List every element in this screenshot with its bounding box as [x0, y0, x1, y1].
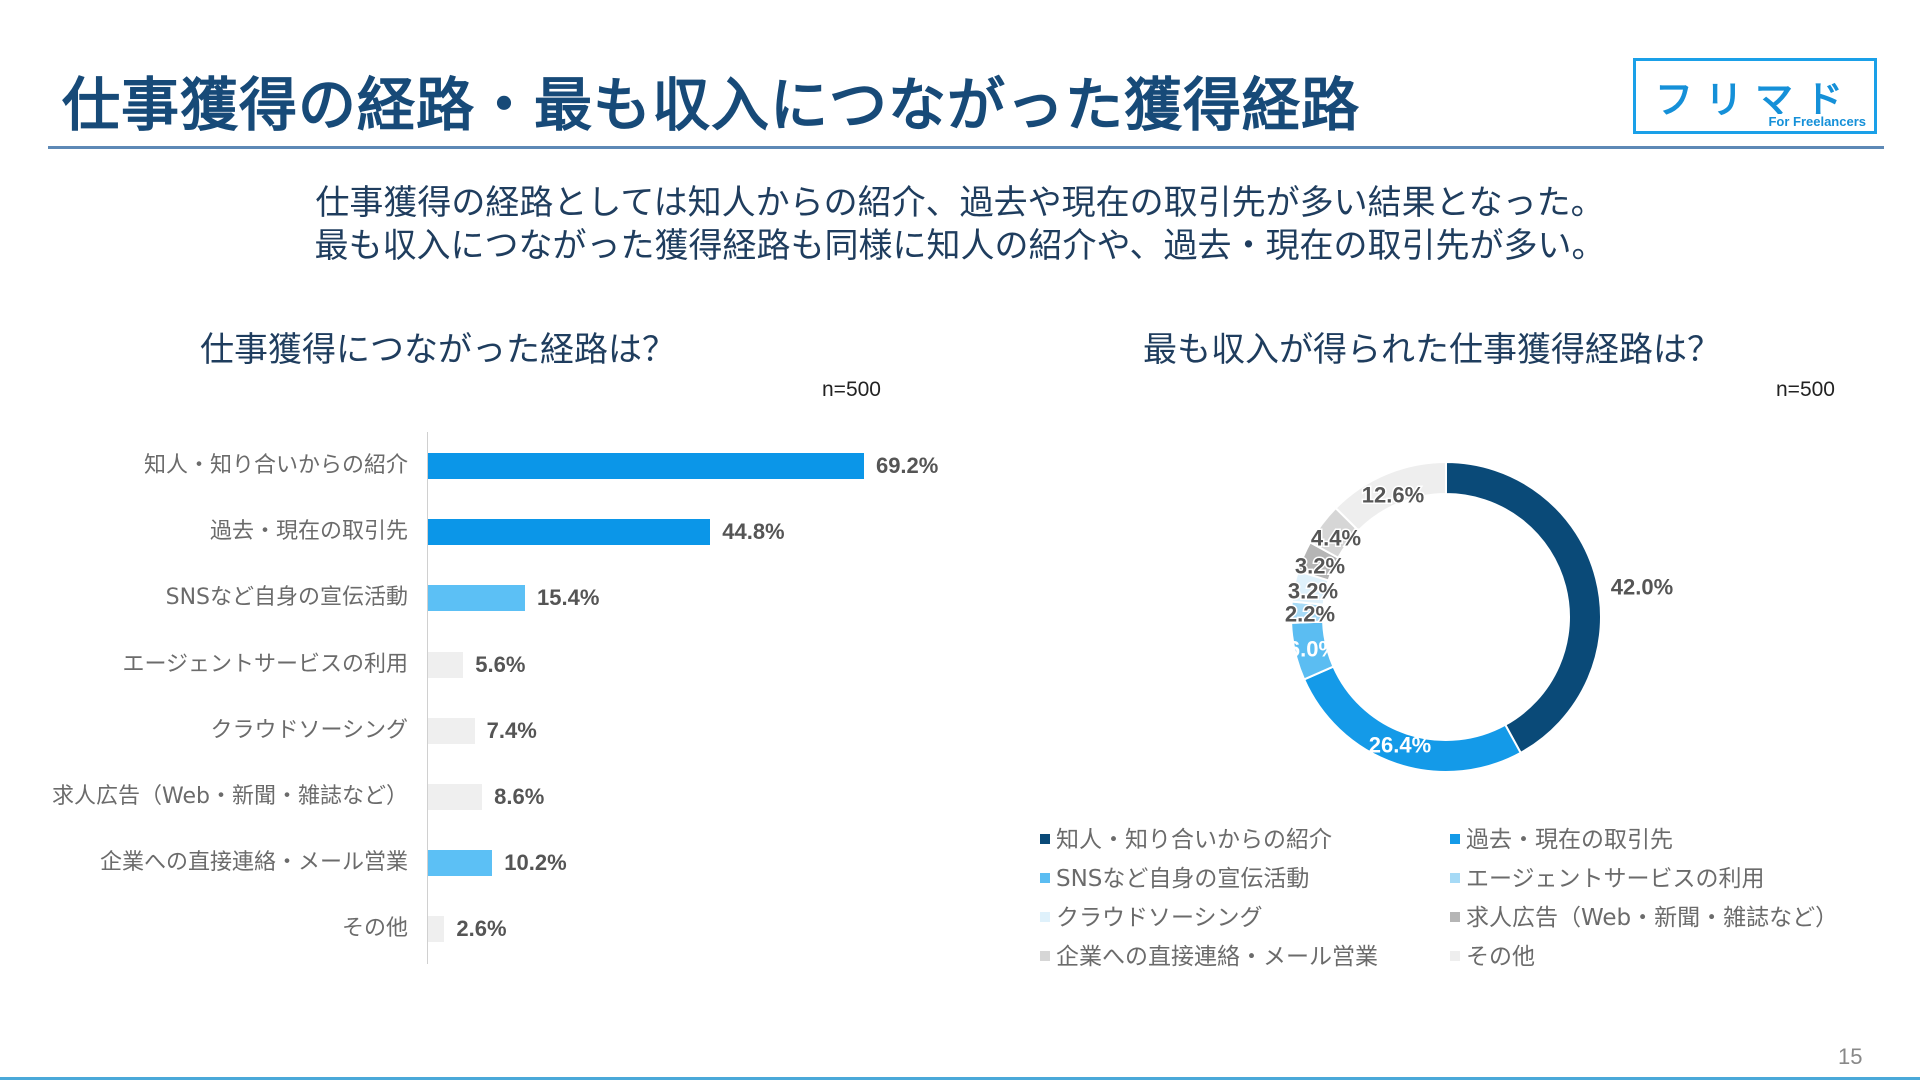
donut-value-label: 3.2% — [1288, 579, 1338, 604]
donut-value-label: 2.2% — [1285, 602, 1335, 627]
legend-item: 企業への直接連絡・メール営業 — [1040, 942, 1378, 972]
page-title: 仕事獲得の経路・最も収入につながった獲得経路 — [62, 71, 1361, 139]
bar-value-label: 10.2% — [504, 850, 567, 876]
legend-swatch — [1450, 911, 1460, 922]
legend-item: SNSなど自身の宣伝活動 — [1040, 864, 1309, 894]
legend-item: クラウドソーシング — [1040, 903, 1263, 933]
bar-chart-axis — [427, 432, 428, 964]
bar-category-label: クラウドソーシング — [210, 717, 408, 743]
legend-item: その他 — [1450, 942, 1535, 972]
legend-label: 過去・現在の取引先 — [1466, 827, 1673, 853]
legend-label: 企業への直接連絡・メール営業 — [1056, 944, 1378, 970]
legend-label: 知人・知り合いからの紹介 — [1056, 827, 1332, 853]
donut-slice — [1445, 460, 1602, 755]
bar-category-label: エージェントサービスの利用 — [122, 651, 408, 677]
bar-value-label: 15.4% — [537, 585, 600, 611]
bar-value-label: 2.6% — [456, 916, 507, 942]
legend-item: 知人・知り合いからの紹介 — [1040, 825, 1332, 855]
legend-swatch — [1450, 950, 1460, 961]
bar-value-label: 8.6% — [494, 784, 545, 809]
bar-value-label: 44.8% — [722, 519, 785, 545]
bar — [428, 519, 711, 546]
legend-item: 求人広告（Web・新聞・雑誌など） — [1450, 903, 1838, 933]
legend-item: エージェントサービスの利用 — [1450, 864, 1765, 894]
bar — [428, 453, 864, 479]
legend-swatch — [1450, 833, 1460, 844]
summary-line-1: 仕事獲得の経路としては知人からの紹介、過去や現在の取引先が多い結果となった。 — [315, 183, 1605, 223]
bar — [428, 717, 475, 744]
bar-category-label: その他 — [341, 916, 408, 942]
donut-value-label: 26.4% — [1369, 733, 1431, 758]
brand-logo: フリマド For Freelancers — [1633, 58, 1877, 134]
legend-label: 求人広告（Web・新聞・雑誌など） — [1466, 905, 1839, 931]
bar-category-label: 求人広告（Web・新聞・雑誌など） — [52, 784, 408, 809]
bar-category-label: 過去・現在の取引先 — [209, 519, 408, 545]
bar-category-label: 知人・知り合いからの紹介 — [143, 453, 408, 478]
legend-swatch — [1040, 950, 1050, 961]
summary-line-2: 最も収入につながった獲得経路も同様に知人の紹介や、過去・現在の取引先が多い。 — [314, 226, 1606, 266]
donut-value-label: 12.6% — [1362, 483, 1424, 508]
bar-category-label: SNSなど自身の宣伝活動 — [165, 585, 408, 611]
bar — [428, 916, 445, 943]
bar — [428, 585, 526, 612]
bar — [428, 651, 464, 678]
legend-swatch — [1040, 911, 1050, 922]
bar — [428, 784, 483, 810]
legend-label: SNSなど自身の宣伝活動 — [1056, 866, 1310, 892]
donut-chart-title: 最も収入が得られた仕事獲得経路は？ — [1143, 330, 1721, 370]
donut-slice — [1334, 460, 1447, 532]
bar — [428, 850, 493, 877]
legend-swatch — [1450, 872, 1460, 883]
title-underline — [48, 146, 1884, 149]
donut-chart-n-label: n=500 — [1776, 378, 1835, 401]
logo-subtext: For Freelancers — [1766, 114, 1868, 129]
bar-value-label: 7.4% — [486, 717, 537, 743]
bar-value-label: 69.2% — [875, 453, 939, 478]
donut-value-label: 6.0% — [1288, 637, 1338, 662]
bar-value-label: 5.6% — [475, 651, 526, 677]
bar-chart-n-label: n=500 — [822, 378, 881, 401]
donut-value-label: 42.0% — [1611, 575, 1673, 600]
footer-rule — [0, 1077, 1920, 1080]
legend-label: エージェントサービスの利用 — [1466, 866, 1765, 892]
legend-item: 過去・現在の取引先 — [1450, 825, 1673, 855]
page-number: 15 — [1838, 1044, 1863, 1069]
donut-value-label: 3.2% — [1295, 554, 1345, 579]
legend-swatch — [1040, 833, 1050, 844]
legend-label: クラウドソーシング — [1056, 905, 1263, 931]
legend-label: その他 — [1466, 944, 1535, 970]
donut-value-label: 4.4% — [1311, 526, 1361, 551]
bar-category-label: 企業への直接連絡・メール営業 — [99, 850, 408, 876]
bar-chart-title: 仕事獲得につながった経路は？ — [200, 330, 676, 370]
legend-swatch — [1040, 872, 1050, 883]
